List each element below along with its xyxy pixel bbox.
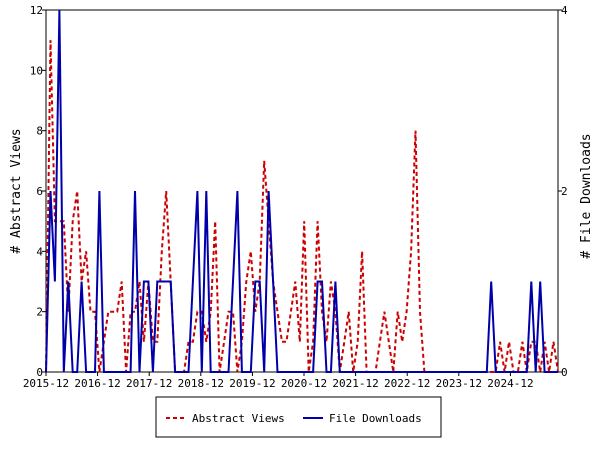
- y-left-tick-label: 2: [36, 306, 43, 319]
- y-left-tick-label: 6: [36, 185, 43, 198]
- x-tick-label: 2018-12: [178, 377, 224, 390]
- x-tick-label: 2023-12: [436, 377, 482, 390]
- series-line-file-downloads: [45, 9, 558, 373]
- y-left-tick-label: 12: [30, 4, 43, 17]
- y-right-tick-label: 4: [561, 4, 568, 17]
- x-tick-label: 2024-12: [487, 377, 533, 390]
- y-right-tick-label: 0: [561, 366, 568, 379]
- x-tick-label: 2020-12: [281, 377, 327, 390]
- y-left-tick-label: 0: [36, 366, 43, 379]
- x-tick-label: 2019-12: [229, 377, 275, 390]
- legend-label-file-downloads: File Downloads: [329, 412, 422, 425]
- x-tick-label: 2017-12: [126, 377, 172, 390]
- y-left-tick-label: 8: [36, 125, 43, 138]
- y-right-tick-label: 2: [561, 185, 568, 198]
- y-left-axis-title: # Abstract Views: [9, 128, 24, 253]
- y-left-tick-label: 4: [36, 245, 43, 258]
- series-lines: [45, 9, 559, 373]
- legend-label-abstract-views: Abstract Views: [192, 412, 285, 425]
- series-line-abstract-views: [45, 40, 559, 373]
- y-left-tick-label: 10: [30, 64, 43, 77]
- legend: Abstract Views File Downloads: [155, 396, 442, 438]
- x-tick-label: 2022-12: [384, 377, 430, 390]
- x-tick-label: 2021-12: [332, 377, 378, 390]
- x-tick-label: 2016-12: [74, 377, 120, 390]
- legend-box: [155, 396, 442, 438]
- y-right-axis-title: # File Downloads: [579, 133, 594, 258]
- x-tick-label: 2015-12: [23, 377, 69, 390]
- axis-ticks: 0 2 4 6 8 10 12 0 2 4 2015-12 2016-12 2017-12 2018-12…: [23, 4, 568, 390]
